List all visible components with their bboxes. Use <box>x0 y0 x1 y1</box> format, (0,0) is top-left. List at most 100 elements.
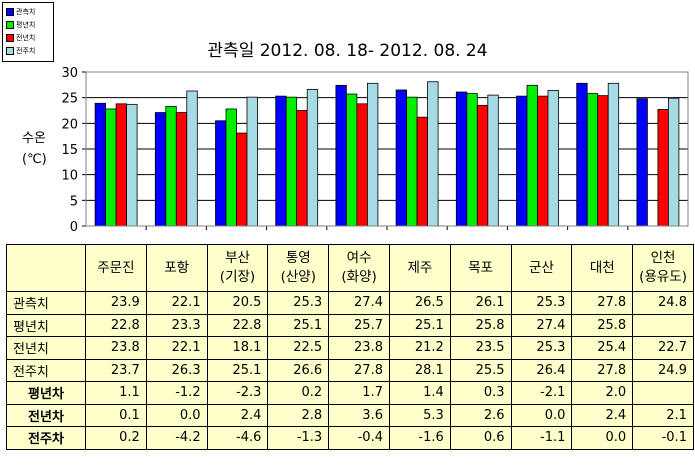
table-cell: 22.8 <box>85 313 147 337</box>
table-cell: 2.6 <box>449 403 512 427</box>
table-row-label: 평년차 <box>6 381 86 405</box>
bar-2-9 <box>657 109 669 227</box>
table-cell: 23.5 <box>449 336 512 360</box>
bar-1-7 <box>526 84 538 227</box>
table-header-text: 목포 <box>468 259 494 276</box>
table-cell: 5.3 <box>388 403 451 427</box>
bar-3-0 <box>126 103 138 227</box>
bars <box>94 81 680 227</box>
table-row: 전년치 23.8 22.1 18.1 22.5 23.8 21.2 23.5 25.3 25.4 2… <box>6 336 694 360</box>
table-cell: 26.4 <box>510 358 573 382</box>
bar-1-4 <box>345 93 358 227</box>
table-cell: 24.9 <box>632 358 694 382</box>
bar-3-1 <box>186 90 198 227</box>
data-table: 주문진 포항 부산 (기장) 통영 (산양) 여수 (화양) 제주 목포 군산 대천 인천 (용유도) 관측… <box>6 244 694 450</box>
table-header-text: (화양) <box>341 269 377 285</box>
table-cell: 27.4 <box>328 291 390 315</box>
table-cell <box>632 313 694 337</box>
legend-label: 전주치 <box>16 47 36 55</box>
table-header-text: (기장) <box>219 269 256 285</box>
table-row-label: 전년차 <box>6 403 86 427</box>
table-cell: 2.0 <box>571 381 634 405</box>
bar-0-4 <box>335 84 347 227</box>
table-cell: -2.1 <box>510 381 573 405</box>
table-header-text: 주문진 <box>97 259 135 276</box>
bar-3-3 <box>306 89 319 227</box>
bar-1-2 <box>225 108 237 227</box>
table-header-text: 여수 <box>346 250 372 266</box>
table-header-cell: 부산 (기장) <box>206 244 269 292</box>
table-cell: 23.9 <box>85 291 147 315</box>
table-cell: 1.7 <box>328 381 390 405</box>
table-cell: 27.4 <box>510 313 573 337</box>
y-tick-label: 15 <box>61 143 78 158</box>
bar-0-1 <box>154 112 167 227</box>
legend-label: 관측치 <box>16 8 36 16</box>
y-tick-label: 0 <box>70 220 78 235</box>
bar-1-3 <box>285 96 298 227</box>
table-row: 관측치 23.9 22.1 20.5 25.3 27.4 26.5 26.1 25.3 27.8 2… <box>6 291 694 315</box>
legend-item: 전주치 <box>6 46 35 56</box>
table-cell: 0.6 <box>449 426 512 450</box>
bar-0-7 <box>516 95 528 227</box>
table-row: 전주치 23.7 26.3 25.1 26.6 27.8 28.1 25.5 26.4 27.8 2… <box>6 358 694 382</box>
table-row: 전주차 0.2 -4.2 -4.6 -1.3 -0.4 -1.6 0.6 -1.1 0.0 -0.1 <box>6 426 694 450</box>
table-cell: 26.5 <box>388 291 451 315</box>
table-cell: 25.1 <box>206 358 269 382</box>
table-cell: -0.4 <box>328 426 390 450</box>
legend-item: 평년치 <box>6 20 35 30</box>
bar-1-1 <box>165 105 177 227</box>
bar-2-0 <box>115 103 127 227</box>
table-header-cell: 목포 <box>449 244 512 292</box>
table-cell: 3.6 <box>328 403 390 427</box>
table-cell: 25.8 <box>449 313 512 337</box>
table-cell: 25.3 <box>510 336 573 360</box>
table-header-cell: 여수 (화양) <box>328 244 390 292</box>
table-header-text: 통영 <box>285 250 311 266</box>
table-header-text: 포항 <box>164 259 190 276</box>
table-cell: 1.1 <box>85 381 147 405</box>
table-cell: 23.8 <box>328 336 390 360</box>
table-cell: 0.0 <box>145 403 208 427</box>
table-header-cell: 대천 <box>571 244 634 292</box>
legend-swatch <box>6 21 14 29</box>
table-row-label: 전주치 <box>6 358 86 382</box>
table-cell <box>632 381 694 405</box>
bar-0-0 <box>94 102 106 227</box>
table-cell: -2.3 <box>206 381 269 405</box>
table-cell: 22.5 <box>267 336 330 360</box>
table-cell: 27.8 <box>328 358 390 382</box>
y-tick-labels: 0 5 10 15 20 25 30 <box>61 66 78 235</box>
y-tick-label: 10 <box>61 169 78 184</box>
bar-3-7 <box>547 90 559 227</box>
table-cell: 25.4 <box>571 336 634 360</box>
bar-3-2 <box>246 96 258 227</box>
chart-title: 관측일 2012. 08. 18- 2012. 08. 24 <box>207 41 488 61</box>
table-cell: 2.8 <box>267 403 330 427</box>
table-cell: 28.1 <box>388 358 451 382</box>
bar-2-1 <box>175 112 188 227</box>
legend-item: 관측치 <box>6 7 35 17</box>
bar-2-4 <box>356 103 368 227</box>
table-cell: 26.1 <box>449 291 512 315</box>
table-cell: 22.8 <box>206 313 269 337</box>
table-cell: -1.2 <box>145 381 208 405</box>
table-cell: 25.3 <box>510 291 573 315</box>
table-header-cell: 제주 <box>388 244 451 292</box>
bar-0-8 <box>576 82 588 227</box>
table-cell: 26.3 <box>145 358 208 382</box>
bar-chart: 0 5 10 15 20 25 30 <box>61 66 689 235</box>
legend-item: 전년치 <box>6 33 35 43</box>
table-cell: 25.8 <box>571 313 634 337</box>
table-header-text: 인천 <box>650 250 676 266</box>
table-row: 전년차 0.1 0.0 2.4 2.8 3.6 5.3 2.6 0.0 2.4 2.1 <box>6 403 694 427</box>
plot-border <box>85 71 689 227</box>
table-header-row: 주문진 포항 부산 (기장) 통영 (산양) 여수 (화양) 제주 목포 군산 대천 인천 (용유도) <box>6 244 694 292</box>
bar-3-8 <box>607 82 620 227</box>
bar-0-9 <box>636 98 648 227</box>
bar-3-9 <box>668 97 680 227</box>
table-cell: 23.8 <box>85 336 147 360</box>
table-row: 평년차 1.1 -1.2 -2.3 0.2 1.7 1.4 0.3 -2.1 2.0 <box>6 381 694 405</box>
table-header-text: 대천 <box>589 259 615 276</box>
